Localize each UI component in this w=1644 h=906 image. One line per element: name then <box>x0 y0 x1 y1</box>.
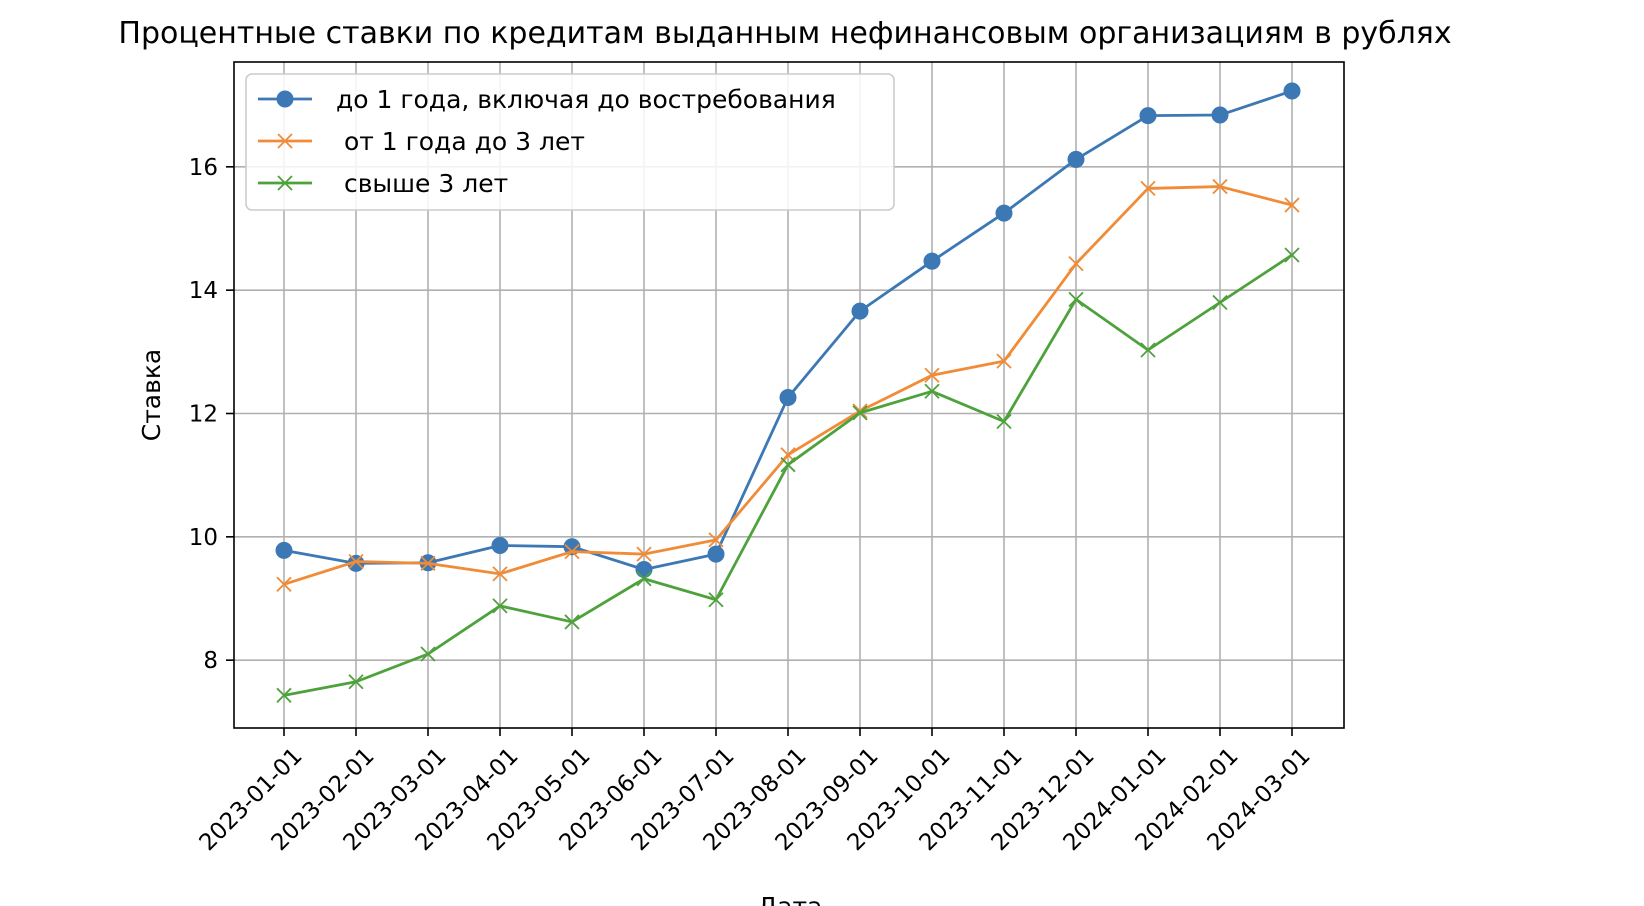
y-axis: 8 10 12 14 16 <box>189 155 234 674</box>
data-point <box>636 571 652 587</box>
data-point <box>1283 82 1301 100</box>
data-point <box>1140 342 1156 358</box>
data-point <box>635 561 653 579</box>
data-point <box>491 536 509 554</box>
legend-item: до 1 года, включая до востребования <box>258 85 836 114</box>
data-point <box>852 405 868 421</box>
plot-area <box>233 61 1345 729</box>
y-tick-label: 12 <box>189 402 218 428</box>
data-point <box>995 204 1013 222</box>
data-point <box>780 457 796 473</box>
data-point <box>996 413 1012 430</box>
legend: до 1 года, включая до востребования от 1… <box>245 73 895 211</box>
data-point <box>1140 180 1156 197</box>
data-point <box>708 532 724 548</box>
series-3 <box>276 247 1300 703</box>
data-point <box>636 546 652 562</box>
data-point <box>276 687 292 703</box>
y-axis-label: Ставка <box>137 349 166 442</box>
legend-label: от 1 года до 3 лет <box>336 127 585 156</box>
data-point <box>996 353 1012 369</box>
x-axis-label: Дата <box>758 892 823 906</box>
data-point <box>924 383 940 399</box>
data-point <box>277 175 293 191</box>
data-point <box>348 553 364 570</box>
data-point <box>1284 197 1300 213</box>
y-tick-label: 8 <box>203 648 218 674</box>
data-point <box>275 541 293 559</box>
data-point <box>1139 107 1157 125</box>
series-layer <box>275 82 1301 703</box>
legend-label: свыше 3 лет <box>336 169 508 198</box>
data-point <box>923 252 941 270</box>
data-point <box>1284 247 1300 263</box>
chart-title: Процентные ставки по кредитам выданным н… <box>118 16 1451 51</box>
data-point <box>1211 106 1229 124</box>
data-point <box>277 133 293 149</box>
data-point <box>564 543 580 560</box>
data-point <box>707 545 725 563</box>
data-point <box>851 302 869 320</box>
data-point <box>1068 291 1084 308</box>
y-tick-label: 14 <box>189 278 218 304</box>
data-point <box>564 614 580 630</box>
data-point <box>924 367 940 383</box>
legend-box <box>245 73 895 211</box>
data-point <box>779 388 797 406</box>
data-point <box>276 90 294 108</box>
legend-item: свыше 3 лет <box>258 169 508 198</box>
legend-item: от 1 года до 3 лет <box>258 127 585 156</box>
y-tick-label: 10 <box>189 525 218 551</box>
data-point <box>492 598 508 614</box>
y-tick-label: 16 <box>189 155 218 181</box>
data-point <box>420 646 436 662</box>
legend-label: до 1 года, включая до востребования <box>336 85 836 114</box>
data-point <box>1068 256 1084 272</box>
data-point <box>1212 294 1228 311</box>
x-axis: 2023-01-012023-02-012023-03-012023-04-01… <box>195 728 1316 856</box>
data-point <box>1212 178 1228 195</box>
data-point <box>492 566 508 582</box>
data-point <box>348 674 364 690</box>
data-point <box>420 555 436 571</box>
data-point <box>1067 150 1085 168</box>
data-point <box>276 576 292 592</box>
data-point <box>708 592 724 608</box>
